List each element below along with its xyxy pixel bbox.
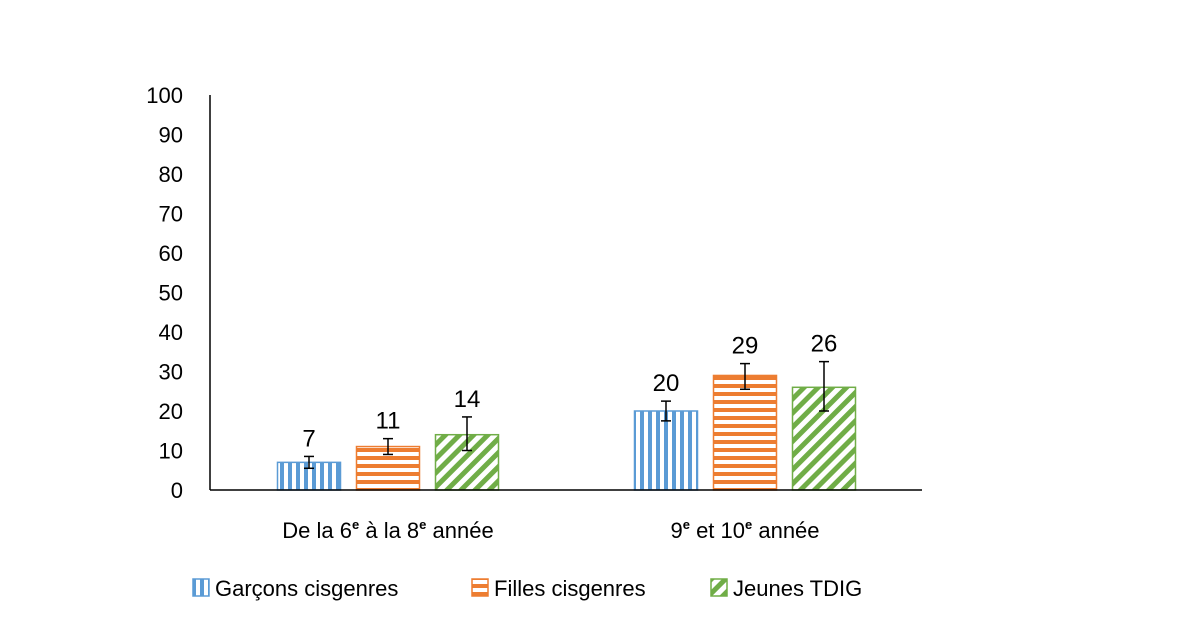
bar-series-group <box>276 374 857 491</box>
error-bars-group <box>304 360 829 470</box>
error-bar <box>819 360 829 412</box>
data-label: 20 <box>653 370 680 397</box>
bar <box>712 374 778 491</box>
legend-label: Garçons cisgenres <box>215 576 398 601</box>
error-bar <box>661 400 671 422</box>
error-bar <box>740 362 750 391</box>
legend-swatch <box>471 578 489 597</box>
data-label: 29 <box>732 333 759 360</box>
y-tick-label: 50 <box>159 281 183 306</box>
x-axis-category-labels: De la 6e à la 8e année 9e et 10e année <box>282 517 819 543</box>
y-tick-label: 100 <box>146 83 183 108</box>
y-tick-label: 70 <box>159 202 183 227</box>
legend-swatch <box>192 578 210 597</box>
y-tick-label: 80 <box>159 162 183 187</box>
y-tick-label: 30 <box>159 360 183 385</box>
legend-item: Jeunes TDIG <box>710 576 862 601</box>
legend: Garçons cisgenres Filles cisgenres Jeunes … <box>192 576 862 601</box>
x-category-label: De la 6e à la 8e année <box>282 517 493 543</box>
y-tick-label: 10 <box>159 439 183 464</box>
y-tick-label: 60 <box>159 241 183 266</box>
x-category-label: 9e et 10e année <box>670 517 819 543</box>
data-labels-group: 7 20 11 29 14 26 <box>302 331 837 453</box>
y-axis-ticks: 0 10 20 30 40 50 60 70 80 90 100 <box>146 83 183 503</box>
legend-item: Garçons cisgenres <box>192 576 398 601</box>
y-tick-label: 90 <box>159 123 183 148</box>
legend-item: Filles cisgenres <box>471 576 646 601</box>
data-label: 26 <box>811 331 838 358</box>
error-bar <box>462 416 472 452</box>
legend-label: Jeunes TDIG <box>733 576 862 601</box>
error-bar <box>383 437 393 456</box>
data-label: 11 <box>376 408 401 435</box>
legend-label: Filles cisgenres <box>494 576 646 601</box>
error-bar <box>304 455 314 470</box>
bar <box>791 386 857 491</box>
legend-swatch <box>710 578 728 597</box>
data-label: 14 <box>454 386 481 413</box>
y-tick-label: 40 <box>159 320 183 345</box>
y-tick-label: 0 <box>171 478 183 503</box>
bar <box>633 410 699 491</box>
y-tick-label: 20 <box>159 399 183 424</box>
data-label: 7 <box>302 425 315 452</box>
